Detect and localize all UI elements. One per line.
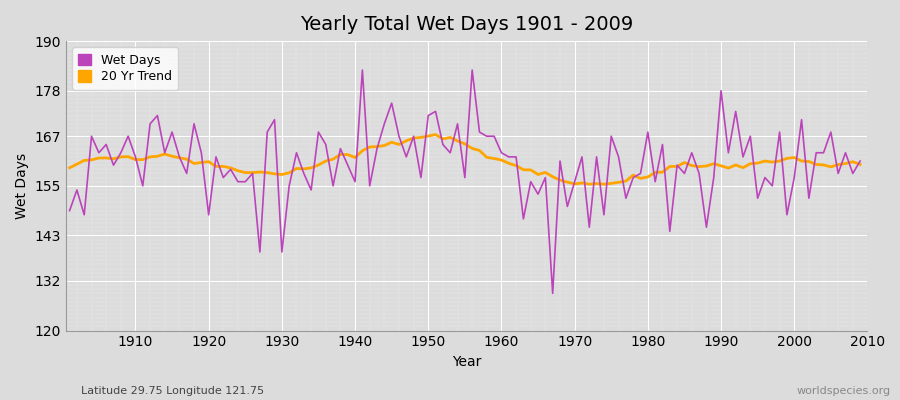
Legend: Wet Days, 20 Yr Trend: Wet Days, 20 Yr Trend [72, 47, 178, 90]
Wet Days [357, 68, 368, 72]
Line: Wet Days: Wet Days [69, 70, 860, 293]
20 Yr Trend [496, 158, 507, 162]
Wet Days [855, 159, 866, 164]
Line: 20 Yr Trend: 20 Yr Trend [69, 134, 860, 184]
Wet Days [64, 208, 75, 213]
X-axis label: Year: Year [452, 355, 482, 369]
20 Yr Trend [64, 166, 75, 170]
20 Yr Trend [584, 182, 595, 186]
Wet Days [496, 150, 507, 155]
Wet Days [598, 212, 609, 217]
20 Yr Trend [855, 162, 866, 167]
Wet Days [122, 134, 133, 139]
Wet Days [328, 184, 338, 188]
20 Yr Trend [284, 170, 294, 175]
20 Yr Trend [503, 161, 514, 166]
Wet Days [503, 154, 514, 159]
20 Yr Trend [122, 154, 133, 159]
20 Yr Trend [328, 157, 338, 162]
Text: Latitude 29.75 Longitude 121.75: Latitude 29.75 Longitude 121.75 [81, 386, 264, 396]
Title: Yearly Total Wet Days 1901 - 2009: Yearly Total Wet Days 1901 - 2009 [300, 15, 634, 34]
Text: worldspecies.org: worldspecies.org [796, 386, 891, 396]
20 Yr Trend [430, 132, 441, 137]
Wet Days [284, 184, 294, 188]
Wet Days [547, 291, 558, 296]
Y-axis label: Wet Days: Wet Days [15, 153, 29, 219]
20 Yr Trend [598, 182, 609, 186]
